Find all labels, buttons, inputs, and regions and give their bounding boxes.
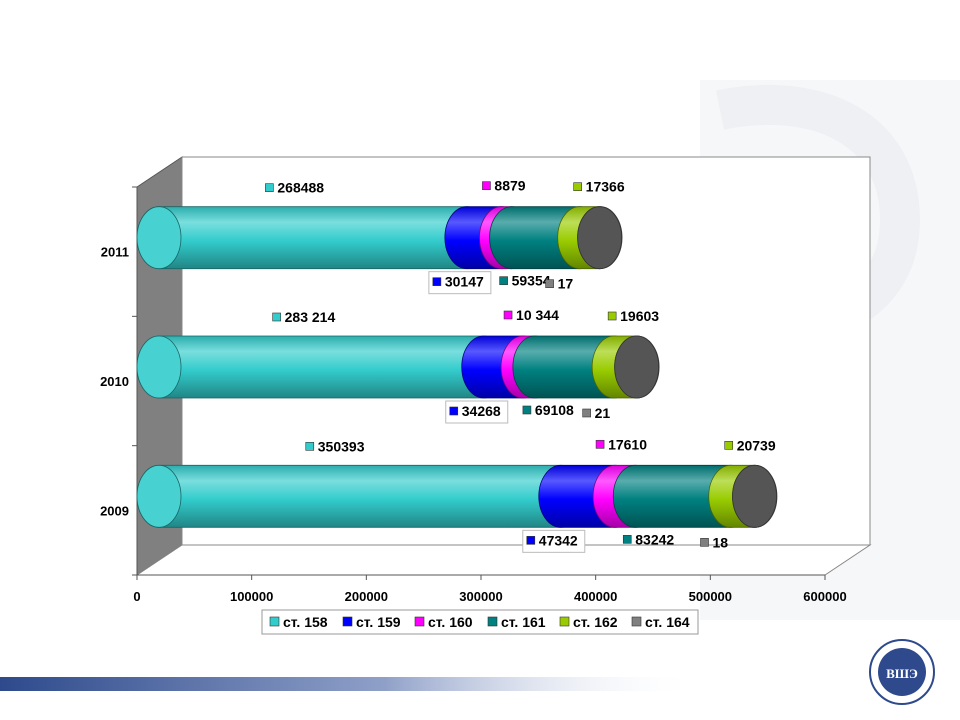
legend-swatch bbox=[342, 616, 353, 627]
legend-label: ст. 162 bbox=[573, 614, 618, 630]
data-label-marker bbox=[595, 440, 605, 449]
data-label-box bbox=[445, 400, 509, 424]
data-label-marker bbox=[545, 279, 554, 288]
legend-swatch bbox=[487, 616, 498, 627]
logo-letters: ВШЭ bbox=[886, 666, 918, 681]
data-label: 34268 bbox=[462, 403, 501, 419]
data-label-marker bbox=[432, 277, 442, 286]
data-label: 268488 bbox=[277, 180, 324, 196]
data-label-marker bbox=[724, 441, 734, 450]
data-label-marker bbox=[449, 406, 459, 416]
data-label: 30147 bbox=[445, 274, 484, 290]
x-tick-label: 100000 bbox=[230, 589, 273, 604]
legend: ст. 158 ст. 159 ст. 160 ст. 161 ст. 162 ст. 1… bbox=[261, 609, 699, 635]
data-label: 17610 bbox=[608, 436, 647, 452]
bar-segment bbox=[136, 206, 490, 270]
legend-label: ст. 160 bbox=[428, 614, 473, 630]
x-tick-label: 300000 bbox=[459, 589, 502, 604]
footer-stripe bbox=[0, 677, 700, 691]
x-tick-label: 600000 bbox=[803, 589, 846, 604]
x-tick-label: 200000 bbox=[345, 589, 388, 604]
bar-group bbox=[136, 206, 623, 270]
data-label-marker bbox=[482, 181, 491, 190]
floor bbox=[135, 544, 872, 576]
data-label-marker bbox=[503, 310, 513, 320]
data-label-marker bbox=[272, 312, 281, 322]
data-label: 17 bbox=[558, 276, 574, 292]
legend-swatch bbox=[269, 616, 280, 627]
category-label: 2010 bbox=[100, 374, 129, 389]
data-labels: 268488 30147 8879 59354 17366 17 283 214 34268 1… bbox=[265, 178, 776, 553]
data-label-marker bbox=[700, 538, 709, 547]
x-tick-label: 400000 bbox=[574, 589, 617, 604]
category-label: 2009 bbox=[100, 503, 129, 518]
legend-swatch bbox=[559, 616, 570, 627]
hse-logo-icon: ВШЭ bbox=[869, 639, 935, 705]
bar-left-cap bbox=[136, 206, 182, 270]
legend-swatch bbox=[414, 616, 425, 627]
data-label: 283 214 bbox=[285, 309, 336, 325]
data-label: 83242 bbox=[635, 531, 674, 547]
legend-swatch bbox=[631, 616, 642, 627]
data-label: 350393 bbox=[318, 438, 365, 454]
legend-box bbox=[261, 609, 699, 635]
data-label-marker bbox=[526, 536, 536, 545]
data-label: 8879 bbox=[494, 178, 525, 194]
data-label: 18 bbox=[713, 534, 729, 550]
bar-left-cap bbox=[136, 464, 182, 528]
bar-segment bbox=[136, 464, 584, 528]
data-label: 21 bbox=[595, 405, 611, 421]
data-label: 69108 bbox=[535, 402, 574, 418]
footer: ВШЭ bbox=[0, 639, 935, 705]
data-label-marker bbox=[265, 183, 274, 192]
data-label-marker bbox=[499, 276, 508, 285]
axes: 0 100000 200000 300000 400000 500000 600000 201… bbox=[100, 186, 847, 604]
legend-label: ст. 161 bbox=[501, 614, 546, 630]
bar-group bbox=[136, 335, 660, 399]
data-label-box bbox=[522, 529, 586, 553]
logo-core bbox=[878, 648, 926, 696]
x-tick-label: 0 bbox=[133, 589, 140, 604]
legend-label: ст. 158 bbox=[283, 614, 328, 630]
bar-end-cap bbox=[614, 335, 660, 399]
x-tick-label: 500000 bbox=[689, 589, 732, 604]
bar-left-cap bbox=[136, 335, 182, 399]
bars bbox=[136, 206, 778, 528]
data-label: 10 344 bbox=[516, 307, 559, 323]
bar-group bbox=[136, 464, 778, 528]
data-label-marker bbox=[622, 535, 632, 544]
data-label-marker bbox=[582, 408, 591, 418]
data-label-marker bbox=[522, 405, 532, 415]
data-label: 59354 bbox=[512, 273, 551, 289]
data-label: 20739 bbox=[737, 437, 776, 453]
bar-end-cap bbox=[577, 206, 623, 270]
data-label: 47342 bbox=[539, 532, 578, 548]
data-label: 17366 bbox=[586, 179, 625, 195]
data-label: 19603 bbox=[620, 308, 659, 324]
bar-end-cap bbox=[732, 464, 777, 528]
legend-label: ст. 164 bbox=[645, 614, 690, 630]
bar-segment bbox=[136, 335, 507, 399]
data-label-marker bbox=[607, 311, 617, 321]
data-label-box bbox=[428, 271, 492, 295]
data-label-marker bbox=[305, 442, 315, 451]
data-label-marker bbox=[573, 182, 582, 191]
category-label: 2011 bbox=[101, 245, 129, 260]
legend-label: ст. 159 bbox=[356, 614, 401, 630]
